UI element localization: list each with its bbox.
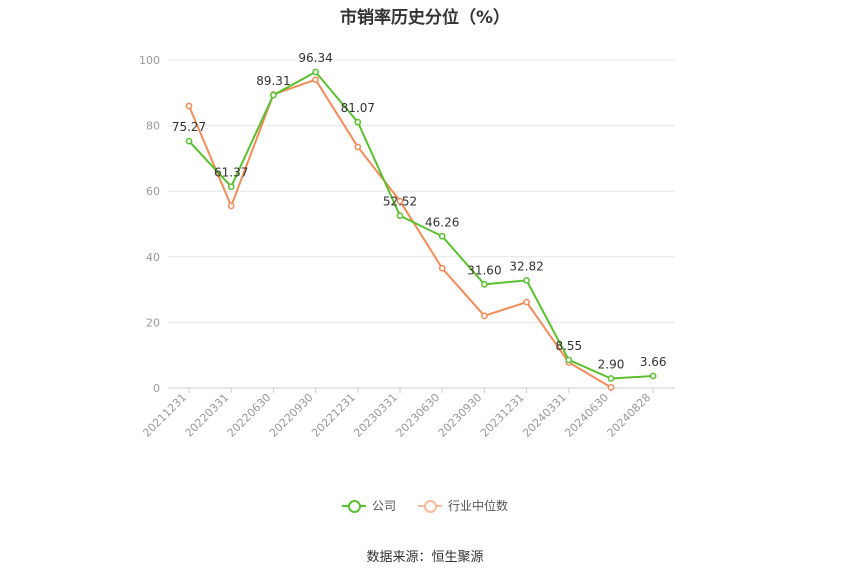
data-label-company-20240630: 2.90 bbox=[598, 357, 625, 371]
data-label-company-20240331: 8.55 bbox=[555, 339, 582, 353]
legend-label-company: 公司 bbox=[371, 499, 396, 513]
point-company-20231231 bbox=[523, 277, 530, 284]
legend-item-company[interactable]: 公司 bbox=[341, 497, 396, 514]
point-industry-median-20230930 bbox=[481, 312, 488, 320]
point-industry-median-20221231 bbox=[354, 143, 362, 151]
x-tick-label-20221231: 20221231 bbox=[309, 391, 358, 440]
series-line-company bbox=[188, 71, 654, 380]
legend-item-industry-median[interactable]: 行业中位数 bbox=[418, 497, 508, 514]
x-tick-label-20220930: 20220930 bbox=[267, 391, 316, 440]
point-industry-median-20231231 bbox=[523, 298, 530, 306]
legend: 公司 行业中位数 bbox=[0, 497, 850, 514]
point-industry-median-20240630 bbox=[607, 383, 615, 391]
point-company-20240630 bbox=[607, 375, 615, 382]
data-label-company-20240828: 3.66 bbox=[640, 355, 667, 369]
point-industry-median-20220331 bbox=[227, 202, 235, 210]
data-label-company-20220331: 61.37 bbox=[214, 166, 248, 180]
point-company-20240331 bbox=[565, 356, 573, 364]
point-company-20220630 bbox=[270, 91, 277, 99]
legend-marker-industry-median bbox=[418, 499, 442, 513]
x-tick-label-20230930: 20230930 bbox=[436, 391, 485, 440]
point-company-20230930 bbox=[481, 281, 488, 288]
source-note: 数据来源：恒生聚源 bbox=[366, 550, 484, 565]
data-label-company-20230930: 31.60 bbox=[467, 263, 501, 277]
y-tick-label-100: 100 bbox=[139, 54, 160, 67]
point-industry-median-20211231 bbox=[185, 102, 193, 110]
x-tick-label-20240331: 20240331 bbox=[520, 391, 569, 440]
point-company-20220331 bbox=[227, 183, 235, 191]
y-tick-label-20: 20 bbox=[146, 316, 160, 329]
point-company-20220930 bbox=[312, 68, 319, 76]
x-tick-label-20211231: 20211231 bbox=[140, 391, 189, 440]
x-tick-label-20240828: 20240828 bbox=[605, 391, 654, 440]
y-tick-label-60: 60 bbox=[146, 185, 160, 198]
data-label-company-20221231: 81.07 bbox=[341, 101, 375, 115]
chart-title: 市销率历史分位（%） bbox=[339, 8, 511, 28]
y-tick-label-80: 80 bbox=[146, 120, 160, 133]
x-tick-label-20220630: 20220630 bbox=[225, 391, 274, 440]
x-tick-label-20220331: 20220331 bbox=[183, 391, 232, 440]
x-tick-label-20240630: 20240630 bbox=[562, 391, 611, 440]
y-tick-label-40: 40 bbox=[146, 251, 160, 264]
x-tick-label-20231231: 20231231 bbox=[478, 391, 527, 440]
point-industry-median-20220930 bbox=[312, 76, 319, 84]
point-company-20211231 bbox=[185, 137, 193, 145]
data-label-company-20231231: 32.82 bbox=[509, 259, 543, 273]
data-label-company-20220930: 96.34 bbox=[298, 51, 332, 65]
legend-marker-company bbox=[341, 499, 366, 513]
point-company-20240828 bbox=[649, 372, 657, 380]
x-tick-label-20230331: 20230331 bbox=[351, 391, 400, 440]
point-industry-median-20230331 bbox=[396, 197, 404, 205]
point-company-20230630 bbox=[438, 232, 446, 240]
data-label-company-20230331: 52.52 bbox=[383, 195, 417, 209]
legend-label-industry-median: 行业中位数 bbox=[448, 499, 509, 513]
data-label-company-20211231: 75.27 bbox=[172, 120, 206, 134]
y-tick-label-0: 0 bbox=[153, 382, 160, 395]
point-company-20230331 bbox=[396, 212, 404, 220]
data-label-company-20230630: 46.26 bbox=[425, 215, 459, 229]
point-industry-median-20230630 bbox=[438, 264, 446, 272]
point-company-20221231 bbox=[354, 118, 362, 126]
data-label-company-20220630: 89.31 bbox=[256, 74, 290, 88]
x-tick-label-20230630: 20230630 bbox=[394, 391, 443, 440]
